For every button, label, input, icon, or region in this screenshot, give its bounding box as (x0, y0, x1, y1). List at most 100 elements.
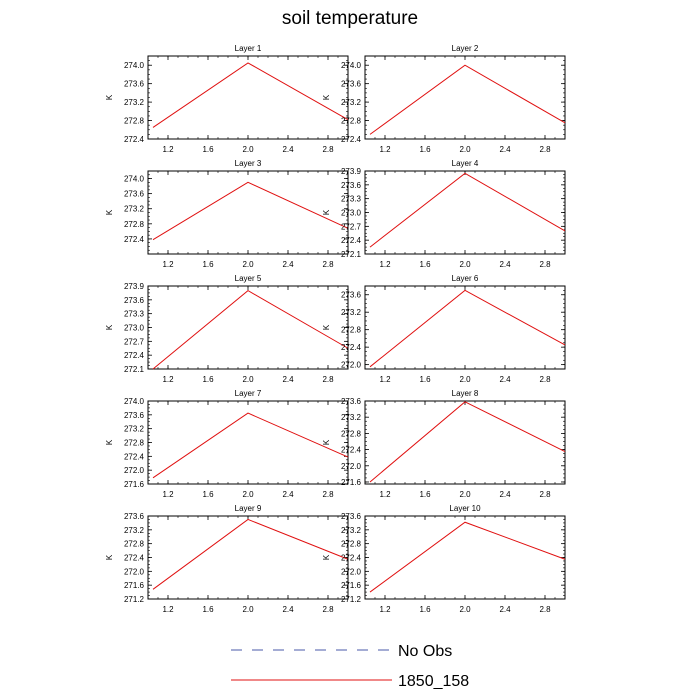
x-tick-label: 2.0 (459, 145, 471, 154)
y-tick-label: 273.6 (124, 411, 145, 420)
y-tick-label: 271.6 (124, 581, 145, 590)
x-tick-label: 1.6 (419, 605, 431, 614)
panel-title: Layer 4 (452, 159, 479, 168)
y-tick-label: 272.8 (124, 439, 145, 448)
panel-title: Layer 5 (235, 274, 262, 283)
x-tick-label: 2.0 (242, 605, 254, 614)
y-tick-label: 272.4 (124, 235, 145, 244)
x-tick-label: 1.2 (379, 605, 391, 614)
y-tick-label: 273.2 (124, 98, 145, 107)
panel-layer-10: Layer 10 K 1.2 1.6 2.0 2.4 2.8 271.2 271.6 272.0 2… (322, 504, 566, 614)
x-tick-label: 2.0 (242, 260, 254, 269)
y-axis-label: K (105, 439, 114, 445)
y-tick-label: 271.2 (341, 595, 362, 604)
y-tick-label: 274.0 (124, 61, 145, 70)
y-tick-label: 272.4 (124, 554, 145, 563)
y-tick-label: 273.6 (341, 181, 362, 190)
y-axis-label: K (105, 94, 114, 100)
x-tick-label: 2.8 (539, 260, 551, 269)
panel-layer-9: Layer 9 K 1.2 1.6 2.0 2.4 2.8 271.2 271.6 272.0 27… (105, 504, 349, 614)
y-tick-label: 272.4 (124, 135, 145, 144)
x-tick-label: 2.4 (282, 605, 294, 614)
y-tick-label: 272.0 (124, 466, 145, 475)
x-tick-label: 1.6 (202, 145, 214, 154)
y-tick-label: 274.0 (124, 175, 145, 184)
x-tick-label: 1.2 (379, 490, 391, 499)
y-tick-label: 272.0 (124, 567, 145, 576)
series-line-1850_158 (369, 64, 566, 135)
y-tick-label: 273.6 (124, 190, 145, 199)
panel-title: Layer 10 (449, 504, 481, 513)
x-tick-label: 2.0 (242, 490, 254, 499)
x-tick-label: 1.2 (379, 375, 391, 384)
x-tick-label: 2.4 (282, 490, 294, 499)
x-tick-label: 2.0 (242, 375, 254, 384)
panel-layer-1: Layer 1 K 1.2 1.6 2.0 2.4 2.8 272.4 272.8 273.2 27… (105, 44, 349, 154)
panel-layer-6: Layer 6 K 1.2 1.6 2.0 2.4 2.8 272.0 272.4 272.8 27… (322, 274, 566, 384)
y-tick-label: 273.0 (341, 209, 362, 218)
x-tick-label: 1.6 (419, 490, 431, 499)
y-tick-label: 273.6 (124, 80, 145, 89)
y-tick-label: 273.6 (341, 291, 362, 300)
y-tick-label: 272.4 (341, 236, 362, 245)
legend-label-2: 1850_158 (398, 673, 469, 690)
y-tick-label: 272.0 (341, 462, 362, 471)
y-axis-label: K (322, 439, 331, 445)
x-tick-label: 2.0 (459, 375, 471, 384)
series-line-1850_158 (152, 518, 349, 590)
x-tick-label: 2.4 (499, 260, 511, 269)
panel-layer-4: Layer 4 K 1.2 1.6 2.0 2.4 2.8 272.1 272.4 272.7 27… (322, 159, 566, 269)
panel-layer-5: Layer 5 K 1.2 1.6 2.0 2.4 2.8 272.1 272.4 272.7 27… (105, 274, 349, 384)
x-tick-label: 1.2 (162, 490, 174, 499)
x-tick-label: 2.8 (322, 490, 334, 499)
y-tick-label: 273.2 (341, 526, 362, 535)
y-axis-label: K (322, 94, 331, 100)
x-tick-label: 1.2 (162, 375, 174, 384)
y-tick-label: 273.9 (341, 167, 362, 176)
panel-layer-8: Layer 8 K 1.2 1.6 2.0 2.4 2.8 271.6 272.0 272.4 27… (322, 389, 566, 499)
y-tick-label: 274.0 (124, 397, 145, 406)
x-tick-label: 2.0 (459, 260, 471, 269)
y-tick-label: 272.8 (341, 429, 362, 438)
y-tick-label: 273.2 (341, 308, 362, 317)
y-tick-label: 273.2 (124, 205, 145, 214)
x-tick-label: 2.8 (322, 145, 334, 154)
y-tick-label: 273.2 (124, 526, 145, 535)
x-tick-label: 1.6 (202, 605, 214, 614)
y-tick-label: 273.2 (124, 425, 145, 434)
series-line-1850_158 (369, 521, 566, 593)
x-tick-label: 2.4 (499, 490, 511, 499)
series-line-1850_158 (369, 172, 566, 248)
x-tick-label: 1.2 (162, 145, 174, 154)
y-tick-label: 272.8 (124, 220, 145, 229)
y-tick-label: 273.6 (124, 512, 145, 521)
y-tick-label: 272.8 (341, 326, 362, 335)
series-line-1850_158 (369, 401, 566, 483)
x-tick-label: 1.2 (379, 260, 391, 269)
y-tick-label: 273.3 (124, 310, 145, 319)
y-tick-label: 273.3 (341, 195, 362, 204)
x-tick-label: 2.8 (539, 375, 551, 384)
series-line-1850_158 (152, 412, 349, 479)
y-tick-label: 271.6 (341, 581, 362, 590)
y-tick-label: 273.6 (341, 80, 362, 89)
x-tick-label: 1.6 (419, 375, 431, 384)
x-tick-label: 2.8 (322, 260, 334, 269)
x-tick-label: 2.4 (282, 260, 294, 269)
panel-title: Layer 9 (235, 504, 262, 513)
y-tick-label: 273.0 (124, 324, 145, 333)
x-tick-label: 2.8 (322, 605, 334, 614)
y-tick-label: 271.2 (124, 595, 145, 604)
series-line-1850_158 (369, 289, 566, 368)
y-axis-label: K (322, 554, 331, 560)
series-line-1850_158 (152, 181, 349, 241)
y-tick-label: 272.4 (341, 554, 362, 563)
y-tick-label: 272.7 (341, 222, 362, 231)
x-tick-label: 2.8 (539, 605, 551, 614)
y-tick-label: 273.6 (124, 296, 145, 305)
panel-layer-2: Layer 2 K 1.2 1.6 2.0 2.4 2.8 272.4 272.8 273.2 27… (322, 44, 566, 154)
panel-title: Layer 6 (452, 274, 479, 283)
